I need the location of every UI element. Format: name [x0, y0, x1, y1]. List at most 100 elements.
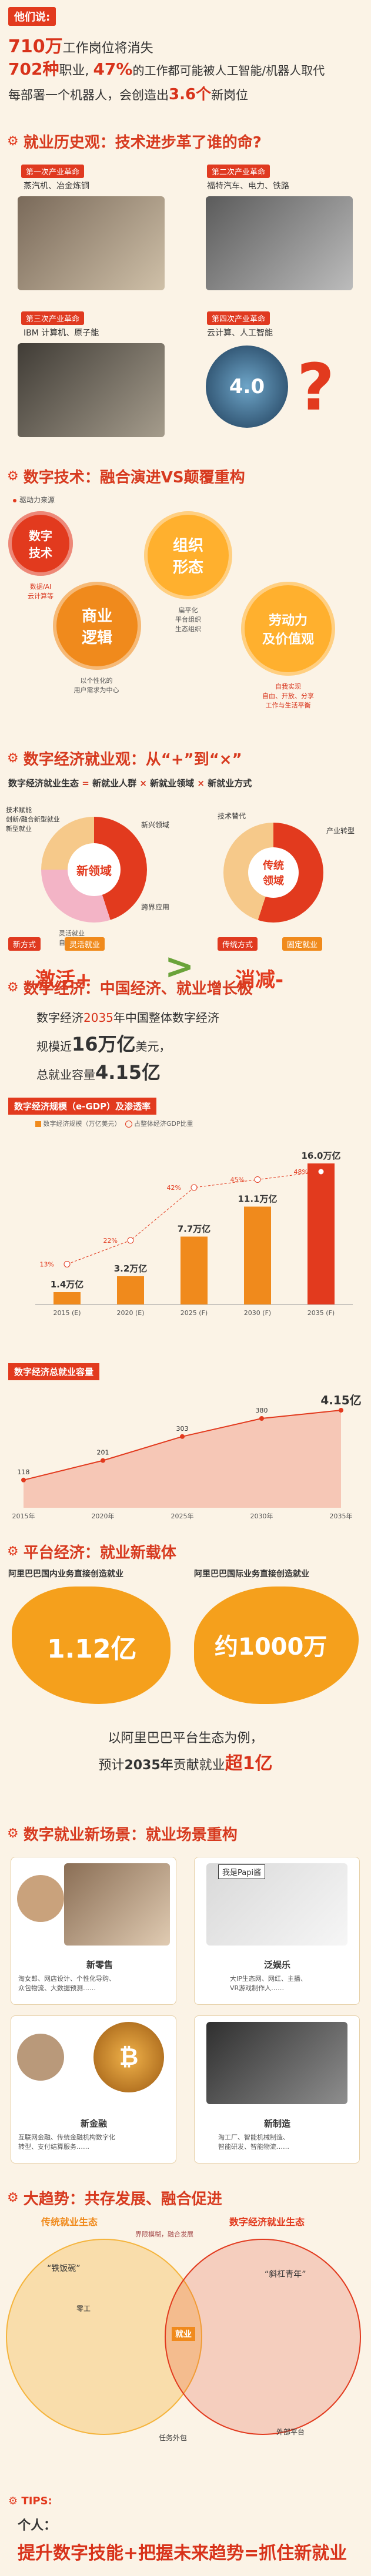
external-platform-label: 外部平台 — [276, 2428, 305, 2436]
traditional-method-tag: 传统方式 — [218, 937, 258, 951]
employment-center: 就业 — [172, 2327, 195, 2341]
merge-caption: 界限模糊，融合发展 — [135, 2230, 193, 2238]
bitcoin-icon: ₿ — [93, 2022, 164, 2092]
platform-summary-2: 预计2035年贡献就业超1亿 — [98, 1753, 273, 1774]
steam-engine-image — [18, 196, 165, 290]
section-header: ⚙ 就业历史观：技术进步革了谁的命? — [7, 129, 262, 153]
new-domain-center: 新领域 — [68, 843, 121, 896]
legend-bar-swatch — [35, 1121, 41, 1127]
jobs-area-chart: 118 2015年 201 2020年 303 2025年 380 2030年 4.15亿 203… — [12, 1393, 362, 1520]
x-tick-label: 2035年 — [330, 1512, 353, 1520]
gear-icon: ⚙ — [7, 133, 19, 149]
world-map-shape — [194, 1586, 359, 1704]
slash-youth-label: “斜杠青年” — [265, 2270, 306, 2279]
gear-icon: ⚙ — [7, 1826, 19, 1841]
intro-tag: 他们说: — [8, 7, 56, 26]
left-item-1: 技术赋能 创新/融合新型就业 新型就业 — [6, 806, 60, 833]
section-title: 数字经济：中国经济、就业增长极 — [23, 980, 253, 998]
bar-value-label: 11.1万亿 — [238, 1194, 277, 1205]
area-value-label: 380 — [256, 1407, 268, 1414]
new-retail-desc: 淘女郎、网店设计、个性化导购、 众包物流、大数据预测…… — [18, 1975, 115, 1992]
flexible-tag: 灵活就业 — [65, 937, 105, 951]
area-point — [259, 1416, 264, 1421]
domestic-label: 阿里巴巴国内业务直接创造就业 — [8, 1569, 123, 1579]
question-mark: ? — [297, 350, 335, 425]
activate-label: 激活+ — [35, 968, 92, 992]
pct-point — [190, 1184, 198, 1191]
legend-pct-swatch — [125, 1121, 132, 1128]
digital-circle — [165, 2239, 361, 2435]
history-section: ⚙ 就业历史观：技术进步革了谁的命? 第一次产业革命 蒸汽机、冶金炼铜 第二次产… — [0, 123, 371, 464]
tips-person: 个人： — [18, 2518, 57, 2533]
revolution-3-desc: IBM 计算机、原子能 — [24, 328, 99, 338]
gear-organization-sub: 扁平化 平台组织 生态组织 — [175, 606, 201, 633]
china-map-shape — [12, 1586, 171, 1704]
x-tick-label: 2025年 — [171, 1512, 194, 1520]
entertainment-tag: 泛娱乐 — [264, 1960, 291, 1970]
x-tick-label: 2030 (F) — [244, 1309, 271, 1317]
bar-value-label: 7.7万亿 — [178, 1224, 211, 1235]
traditional-domain-center: 传统 领域 — [248, 847, 299, 898]
new-method-tag: 新方式 — [8, 937, 41, 951]
right-item-2: 产业转型 — [326, 827, 355, 835]
x-tick-label: 2035 (F) — [308, 1309, 335, 1317]
employment-view-section: ⚙ 数字经济就业观：从“+”到“×” 数字经济就业生态 = 新就业人群 × 新就… — [0, 746, 371, 1040]
card-new-manufacturing: 新制造 淘工厂、智能机械制造、 智能研发、智能物流…… — [194, 2015, 360, 2164]
pct-point — [254, 1176, 261, 1183]
gear-icon: ⚙ — [7, 1544, 19, 1559]
card-new-finance: ₿ 新金融 互联网金融、传统金融机构数字化 转型、支付结算服务…… — [11, 2015, 176, 2164]
pct-label: 22% — [103, 1237, 118, 1245]
x-tick-label: 2020年 — [92, 1512, 115, 1520]
bar — [244, 1206, 271, 1304]
growth-line-1: 数字经济2035年中国整体数字经济 — [36, 1011, 219, 1025]
new-manufacturing-tag: 新制造 — [264, 2118, 291, 2129]
revolution-2-tag: 第二次产业革命 — [207, 165, 270, 178]
egdp-legend: 数字经济规模（万亿美元） 占整体经济GDP比重 — [35, 1119, 193, 1128]
gig-label: 零工 — [76, 2305, 91, 2313]
new-finance-desc: 互联网金融、传统金融机构数字化 转型、支付结算服务…… — [18, 2134, 115, 2151]
area-point — [101, 1458, 105, 1463]
gear-labor-values: 劳动力 及价值观 — [241, 582, 335, 676]
revolution-4-tag: 第四次产业革命 — [207, 311, 270, 325]
pct-point — [127, 1237, 134, 1244]
gear-icon: ⚙ — [7, 2190, 19, 2205]
area-point — [21, 1477, 26, 1482]
new-finance-tag: 新金融 — [81, 2118, 108, 2129]
bar-value-label: 1.4万亿 — [51, 1279, 84, 1290]
card-entertainment: 我是Papi酱 泛娱乐 大IP生态网、网红、主播、 VR游戏制作人…… — [194, 1857, 360, 2005]
bar-value-label: 3.2万亿 — [114, 1263, 148, 1274]
gear-business-logic-sub: 以个性化的 用户需求为中心 — [73, 677, 119, 694]
international-value: 约1000万 — [215, 1634, 327, 1661]
new-retail-tag: 新零售 — [86, 1960, 113, 1970]
egdp-bar-chart: 1.4万亿 2015 (E) 3.2万亿 2020 (E) 7.7万亿 2025 (F) 1… — [35, 1151, 353, 1317]
jobs-chart-title: 数字经济总就业容量 — [8, 1363, 100, 1380]
retail-store-image — [64, 1863, 170, 1946]
pct-label: 13% — [40, 1261, 54, 1269]
revolution-3-tag: 第三次产业革命 — [21, 311, 85, 325]
factory-image — [206, 2022, 347, 2104]
intro-section: 他们说: 710万工作岗位将消失 702种职业, 47%的工作都可能被人工智能/… — [0, 0, 371, 118]
gear-digital-tech: 数字 技术 — [8, 511, 73, 576]
section-title: 平台经济：就业新载体 — [23, 1544, 176, 1562]
papi-caption: 我是Papi酱 — [218, 1864, 266, 1879]
intro-line-1: 710万工作岗位将消失 — [8, 36, 153, 57]
arrow-right-icon: > — [165, 946, 195, 987]
area-point — [339, 1408, 343, 1413]
industry-4-badge: 4.0 — [206, 346, 288, 428]
pct-point — [63, 1261, 71, 1267]
left-item-3: 跨界应用 — [141, 903, 170, 911]
digital-label: 数字经济就业生态 — [229, 2216, 305, 2228]
growth-line-2: 规模近16万亿美元， — [36, 1033, 171, 1055]
pct-point — [317, 1168, 325, 1175]
legend-dot-icon — [13, 499, 16, 502]
scenario-section: ⚙ 数字就业新场景：就业场景重构 新零售 淘女郎、网店设计、个性化导购、 众包物… — [0, 1822, 371, 2186]
tips-line: 提升数字技能+把握未来趋势=抓住新就业 — [18, 2543, 347, 2564]
trend-section: ⚙ 大趋势：共存发展、融合促进 传统就业生态 数字经济就业生态 界限模糊，融合发… — [0, 2186, 371, 2491]
left-item-2: 新兴领域 — [141, 821, 170, 829]
gear-organization: 组织 形态 — [144, 511, 232, 599]
area-value-label: 303 — [176, 1425, 189, 1433]
outsourcing-label: 任务外包 — [159, 2434, 188, 2442]
area-value-label: 4.15亿 — [320, 1393, 361, 1407]
section-title: 数字技术：融合演进VS颠覆重构 — [23, 468, 245, 487]
revolution-4-desc: 云计算、人工智能 — [207, 328, 273, 338]
